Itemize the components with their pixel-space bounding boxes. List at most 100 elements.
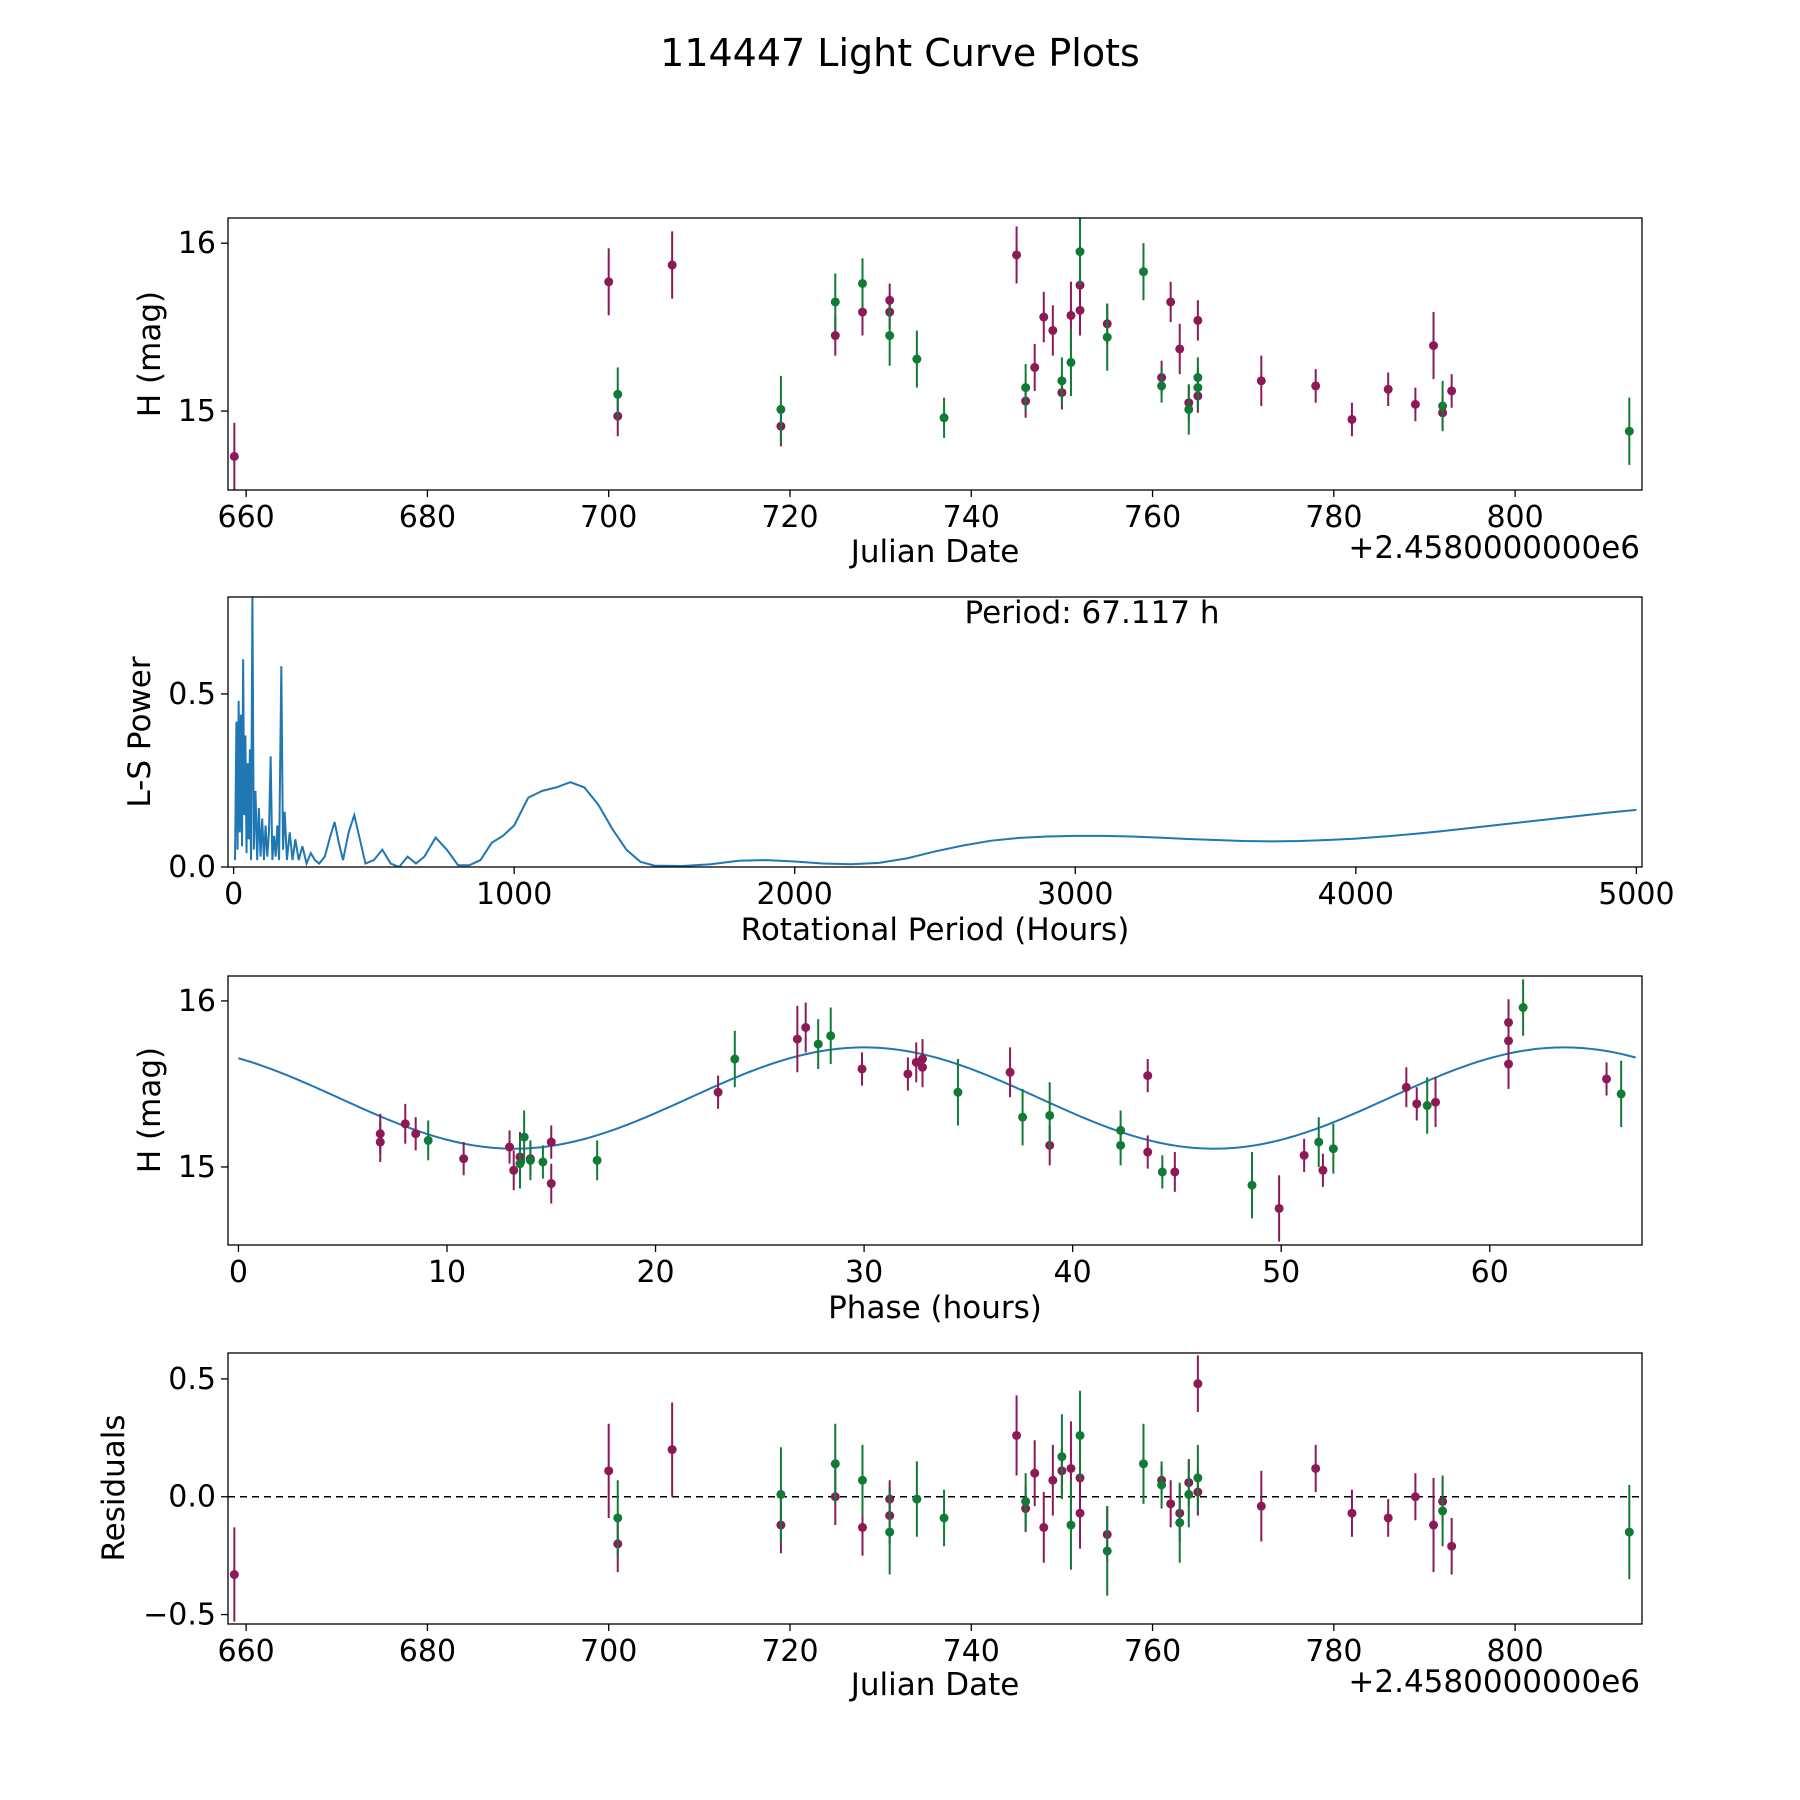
data-point: [515, 1159, 525, 1169]
ls-plot-area: [234, 597, 1637, 867]
x-tick-label: 1000: [476, 877, 552, 912]
data-point: [1048, 325, 1058, 335]
data-point: [423, 1135, 433, 1145]
data-point: [1102, 1546, 1112, 1556]
data-point: [1193, 315, 1203, 325]
data-point: [1602, 1074, 1612, 1084]
data-point: [1429, 1520, 1439, 1530]
x-tick-label: 760: [1124, 1634, 1181, 1669]
data-point: [1030, 1468, 1040, 1478]
data-point: [801, 1022, 811, 1032]
x-tick-label: 0: [229, 1255, 248, 1290]
data-point: [885, 331, 895, 341]
lc-plot-area: [229, 218, 1634, 490]
data-point: [1311, 1463, 1321, 1473]
data-point: [613, 1513, 623, 1523]
data-point: [1383, 384, 1393, 394]
data-point: [229, 1570, 239, 1580]
data-point: [1039, 312, 1049, 322]
x-tick-label: 780: [1305, 500, 1362, 535]
data-point: [1012, 250, 1022, 260]
x-tick-label: 4000: [1318, 877, 1394, 912]
data-point: [1075, 1508, 1085, 1518]
x-tick-label: 10: [428, 1255, 466, 1290]
lc-axes-frame: [227, 217, 1643, 491]
data-point: [1045, 1110, 1055, 1120]
data-point: [1193, 373, 1203, 383]
data-point: [1057, 1452, 1067, 1462]
data-point: [1012, 1430, 1022, 1440]
data-point: [857, 307, 867, 317]
data-point: [776, 404, 786, 414]
x-tick-label: 2000: [757, 877, 833, 912]
phase-plot-area: [238, 979, 1637, 1242]
data-point: [857, 1475, 867, 1485]
lc-y-axis-label: H (mag): [132, 291, 168, 417]
data-point: [1075, 247, 1085, 257]
data-point: [1504, 1059, 1514, 1069]
data-point: [1438, 1506, 1448, 1516]
data-point: [730, 1054, 740, 1064]
data-point: [1166, 1499, 1176, 1509]
data-point: [830, 297, 840, 307]
data-point: [830, 1459, 840, 1469]
lc-x-offset-label: +2.4580000000e6: [1348, 530, 1640, 566]
data-point: [1175, 1518, 1185, 1528]
phase-axes-frame: [227, 975, 1643, 1246]
data-point: [1447, 386, 1457, 396]
data-point: [604, 277, 614, 287]
data-point: [1143, 1071, 1153, 1081]
ls-x-axis-label: Rotational Period (Hours): [741, 912, 1130, 948]
data-point: [1066, 1463, 1076, 1473]
data-point: [1039, 1522, 1049, 1532]
data-point: [1193, 1379, 1203, 1389]
data-point: [939, 1513, 949, 1523]
data-point: [1518, 1003, 1528, 1013]
x-tick-label: 720: [761, 1634, 818, 1669]
data-point: [1066, 310, 1076, 320]
data-point: [400, 1119, 410, 1129]
data-point: [1170, 1167, 1180, 1177]
data-point: [1175, 344, 1185, 354]
x-tick-label: 0: [224, 877, 243, 912]
periodogram-panel: Rotational Period (Hours) L-S Power Peri…: [122, 595, 1675, 948]
data-point: [713, 1087, 723, 1097]
data-point: [939, 413, 949, 423]
data-point: [1021, 383, 1031, 393]
lc-x-axis-label: Julian Date: [849, 534, 1020, 570]
x-tick-label: 680: [399, 500, 456, 535]
x-tick-label: 60: [1471, 1255, 1509, 1290]
phase-x-axis-label: Phase (hours): [828, 1290, 1042, 1326]
x-tick-label: 800: [1486, 1634, 1543, 1669]
data-point: [509, 1165, 519, 1175]
data-point: [1057, 376, 1067, 386]
x-tick-label: 760: [1124, 500, 1181, 535]
ls-y-axis-label: L-S Power: [122, 656, 158, 807]
period-annotation: Period: 67.117 h: [965, 595, 1220, 631]
data-point: [1256, 1501, 1266, 1511]
data-point: [1431, 1097, 1441, 1107]
data-point: [1624, 426, 1634, 436]
x-tick-label: 740: [943, 1634, 1000, 1669]
x-tick-label: 660: [217, 500, 274, 535]
data-point: [1256, 376, 1266, 386]
phase-y-axis-label: H (mag): [132, 1047, 168, 1173]
data-point: [604, 1466, 614, 1476]
data-point: [1412, 1099, 1422, 1109]
data-point: [613, 389, 623, 399]
data-point: [1021, 1496, 1031, 1506]
resid-y-axis-label: Residuals: [96, 1414, 132, 1561]
data-point: [1447, 1541, 1457, 1551]
x-tick-label: 30: [845, 1255, 883, 1290]
y-tick-label: 15: [178, 394, 216, 429]
data-point: [519, 1132, 529, 1142]
y-tick-label: 15: [178, 1150, 216, 1185]
data-point: [1184, 1489, 1194, 1499]
data-point: [1005, 1067, 1015, 1077]
resid-x-axis-label: Julian Date: [849, 1667, 1020, 1703]
data-point: [525, 1155, 535, 1165]
data-point: [1274, 1203, 1284, 1213]
data-point: [1383, 1513, 1393, 1523]
data-point: [505, 1142, 515, 1152]
data-point: [1193, 1473, 1203, 1483]
